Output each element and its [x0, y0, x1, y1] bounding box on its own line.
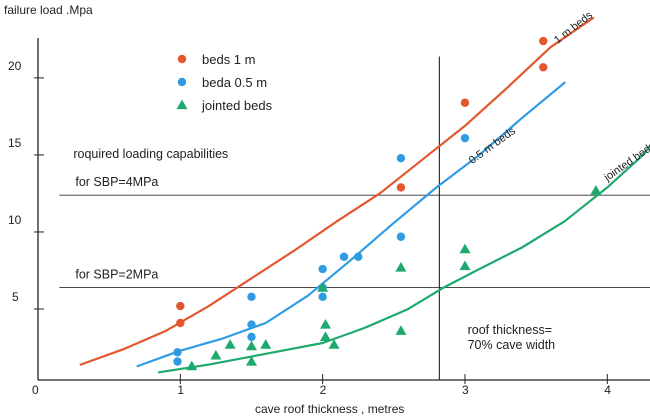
- reference-line-label: for SBP=4MPa: [75, 175, 158, 189]
- point-beda-0-5-m-12: [460, 133, 470, 143]
- point-beds-1-m-1: [176, 318, 185, 328]
- point-jointed-beds-5: [260, 339, 272, 349]
- axes: 0 1 2 3 4 5 10 15 20 failure load .Mpa cave roof t…: [4, 3, 650, 416]
- point-jointed-beds-2: [224, 339, 236, 349]
- point-beda-0-5-m-3: [247, 320, 256, 329]
- curve-jointed-beds: [157, 144, 650, 374]
- annotation: roquired loading capabilities: [73, 147, 228, 161]
- x-tick-label: 3: [462, 383, 469, 397]
- y-axis-title: failure load .Mpa: [4, 3, 93, 17]
- legend-label: beds 1 m: [202, 52, 255, 67]
- y-tick-label: 5: [12, 290, 19, 304]
- point-jointed-beds-0: [186, 360, 198, 371]
- point-beda-0-5-m-9: [354, 252, 363, 261]
- legend: beds 1 m beda 0.5 m jointed beds: [176, 52, 273, 113]
- point-beda-0-5-m-0: [173, 348, 182, 357]
- curve-label-jointed-beds: jointed beds: [601, 140, 650, 185]
- point-jointed-beds-4: [245, 340, 257, 351]
- curve-1-m-beds: [79, 16, 595, 366]
- point-beda-0-5-m-2: [247, 292, 256, 302]
- x-tick-label: 1: [177, 383, 184, 397]
- legend-label: jointed beds: [201, 98, 273, 113]
- x-axis-title: cave roof thickness , metres: [255, 402, 404, 416]
- fitted-curves: [79, 16, 650, 374]
- legend-marker-jointed-beds: [176, 99, 188, 110]
- data-points: [173, 36, 602, 371]
- point-beda-0-5-m-1: [173, 357, 182, 366]
- point-beda-0-5-m-10: [396, 153, 406, 163]
- legend-marker-beds-1-m: [177, 54, 187, 64]
- point-beds-1-m-5: [539, 36, 548, 46]
- point-beds-1-m-3: [460, 98, 470, 107]
- chart-labels: 1 m beds 0.5 m beds jointed beds roquired l…: [73, 9, 650, 352]
- point-beds-1-m-4: [539, 63, 548, 72]
- x-tick-label: 2: [320, 383, 327, 397]
- point-jointed-beds-11: [395, 325, 407, 335]
- point-beds-1-m-2: [396, 183, 406, 192]
- point-jointed-beds-3: [245, 356, 257, 366]
- point-jointed-beds-7: [319, 319, 331, 329]
- point-jointed-beds-1: [210, 349, 222, 360]
- point-beds-1-m-0: [176, 301, 185, 311]
- point-jointed-beds-8: [319, 331, 331, 341]
- point-beda-0-5-m-7: [318, 292, 327, 302]
- reference-line-label: for SBP=2MPa: [75, 267, 158, 281]
- point-beda-0-5-m-8: [339, 252, 349, 261]
- curve-label-0-5-m-beds: 0.5 m beds: [467, 125, 518, 167]
- legend-label: beda 0.5 m: [202, 75, 267, 90]
- x-tick-label: 0: [32, 383, 39, 397]
- x-tick-label: 4: [604, 383, 611, 397]
- point-jointed-beds-6: [317, 282, 329, 292]
- point-beda-0-5-m-4: [247, 332, 256, 342]
- y-tick-label: 15: [8, 136, 22, 150]
- point-jointed-beds-10: [395, 262, 407, 272]
- y-tick-label: 10: [8, 213, 22, 227]
- reference-lines: for SBP=4MPa for SBP=2MPa: [59, 56, 650, 380]
- curve-label-1-m-beds: 1 m beds: [552, 9, 595, 47]
- y-tick-label: 20: [8, 59, 22, 73]
- annotation: roof thickness=: [468, 323, 552, 337]
- point-jointed-beds-12: [459, 243, 471, 254]
- curve-0-5-m-beds: [136, 81, 566, 368]
- point-beda-0-5-m-5: [318, 264, 327, 274]
- point-beda-0-5-m-11: [396, 232, 406, 241]
- annotation: 70% cave width: [468, 338, 556, 352]
- point-jointed-beds-14: [590, 185, 602, 195]
- point-jointed-beds-13: [459, 260, 471, 271]
- legend-marker-beda-0-5-m: [177, 77, 187, 87]
- point-jointed-beds-9: [328, 339, 340, 349]
